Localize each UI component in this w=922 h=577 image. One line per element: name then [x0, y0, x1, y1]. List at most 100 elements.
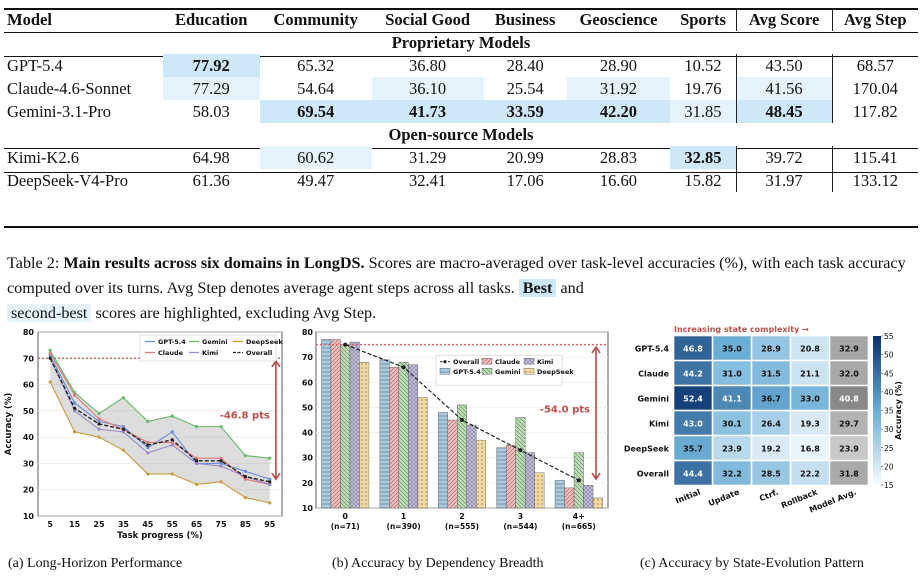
- table-section-rule-1: [4, 56, 918, 57]
- heatmap-cell: [712, 335, 752, 361]
- heatmap-cell: [673, 360, 713, 386]
- colorbar-tick-label: 50: [884, 351, 894, 360]
- series-line-deepseek: [49, 381, 270, 504]
- heatmap-cell: [790, 335, 830, 361]
- colorbar-tick-label: 45: [884, 369, 894, 378]
- x-tick-label: 95: [264, 520, 276, 529]
- heatmap-cell-value: 21.1: [800, 370, 820, 379]
- model-name-cell: Kimi-K2.6: [7, 148, 79, 167]
- heatmap-cell: [790, 385, 830, 411]
- legend-swatch-dot: [443, 360, 447, 364]
- heatmap-cell: [790, 360, 830, 386]
- colorbar-tick-label: 30: [884, 425, 894, 434]
- series-line-gemini: [49, 350, 270, 459]
- legend-box: [139, 334, 277, 362]
- heatmap-cell-value: 16.8: [800, 445, 820, 454]
- heatmap-cell-value: 33.0: [800, 395, 820, 404]
- data-point: [195, 461, 199, 466]
- heatmap-cell-value: 28.5: [761, 470, 781, 479]
- x-tick-label: 4+: [573, 512, 585, 521]
- data-point: [48, 348, 52, 352]
- column-header-education: Education: [175, 10, 248, 29]
- data-point: [121, 427, 125, 431]
- heatmap-state-evolution: Increasing state complexity → GPT-5.4 46.8…: [624, 325, 903, 515]
- data-point: [195, 425, 199, 429]
- data-point: [48, 380, 52, 384]
- range-band: [50, 350, 270, 503]
- heatmap-col-label: Update: [707, 487, 741, 508]
- heatmap-cell-value: 28.9: [761, 345, 781, 354]
- heatmap-cell-value: 26.4: [761, 420, 781, 429]
- score-cell: 31.85: [670, 100, 737, 123]
- bar-claude: [505, 444, 516, 509]
- heatmap-cell: [712, 460, 752, 486]
- bar-gemini: [340, 344, 351, 509]
- legend: GPT-5.4 Gemini DeepSeek Claude Kimi Overall: [139, 334, 283, 362]
- series-line-gpt-5-4: [49, 355, 270, 480]
- x-tick-count: (n=665): [562, 522, 596, 531]
- bar-gemini: [515, 417, 526, 509]
- data-point: [97, 422, 101, 426]
- heatmap-cell-value: 23.9: [722, 445, 742, 454]
- colorbar: [873, 336, 881, 485]
- heatmap-cell: [751, 360, 791, 386]
- legend: Overall GPT-5.4 Claude Gemini Kimi DeepSeek: [435, 354, 574, 386]
- data-point: [170, 438, 174, 442]
- score-cell: 20.99: [506, 148, 544, 167]
- heatmap-cell: [790, 410, 830, 436]
- heatmap-row-label: Claude: [638, 370, 669, 379]
- data-point: [243, 496, 247, 500]
- score-cell: 19.76: [670, 77, 737, 100]
- heatmap-cell: [673, 410, 713, 436]
- y-axis-label: Accuracy (%): [4, 393, 14, 456]
- table-section-rule-3: [4, 172, 918, 173]
- caption-bold-title: Main results across six domains in LongD…: [63, 254, 365, 272]
- heatmap-cell: [829, 335, 869, 361]
- y-tick-label: 40: [23, 433, 35, 442]
- score-cell: 16.60: [599, 171, 638, 190]
- data-point: [268, 477, 272, 481]
- x-tick-label: 65: [191, 520, 203, 529]
- bar-deepseek: [534, 472, 545, 509]
- bar-deepseek: [592, 497, 603, 509]
- heatmap-cell-value: 46.8: [683, 345, 703, 354]
- score-cell: 48.45: [736, 100, 833, 123]
- heatmap-cell-value: 36.7: [761, 395, 781, 404]
- heatmap-row-label: GPT-5.4: [635, 345, 670, 354]
- data-point: [121, 425, 125, 429]
- legend-swatch: [481, 368, 493, 375]
- colorbar-tick-label: 20: [884, 462, 894, 471]
- table-top-rule: [4, 8, 918, 10]
- x-tick-count: (n=544): [503, 522, 537, 531]
- score-cell: 28.83: [599, 148, 638, 167]
- model-name-cell: Gemini-3.1-Pro: [7, 102, 112, 121]
- overall-point: [576, 478, 581, 483]
- heatmap-title: Increasing state complexity →: [674, 325, 809, 334]
- data-point: [219, 464, 223, 468]
- data-point: [195, 459, 199, 463]
- score-cell: 42.20: [566, 100, 671, 123]
- table-header-rule: [4, 32, 918, 33]
- bar-gpt-5-4: [554, 480, 565, 509]
- bar-deepseek: [359, 361, 370, 509]
- data-point: [97, 435, 101, 439]
- data-point: [268, 480, 272, 484]
- score-cell: 25.54: [506, 79, 544, 98]
- caption-best-swatch: Best: [518, 279, 557, 297]
- score-cell: 31.29: [409, 148, 447, 167]
- data-point: [73, 393, 77, 397]
- data-point: [121, 448, 125, 452]
- score-cell: 41.56: [736, 77, 833, 100]
- y-tick-label: 30: [302, 454, 314, 463]
- score-cell: 69.54: [259, 100, 372, 123]
- x-tick-label: 1: [401, 512, 407, 521]
- data-point: [243, 477, 247, 481]
- data-point: [97, 417, 101, 421]
- data-point: [219, 459, 223, 463]
- heatmap-cell-value: 40.8: [839, 395, 859, 404]
- heatmap-cell-value: 31.8: [839, 470, 859, 479]
- bar-kimi: [583, 485, 594, 509]
- heatmap-cell-value: 35.0: [722, 345, 742, 354]
- subcaption-b: (b) Accuracy by Dependency Breadth: [332, 556, 544, 571]
- data-point: [219, 461, 223, 466]
